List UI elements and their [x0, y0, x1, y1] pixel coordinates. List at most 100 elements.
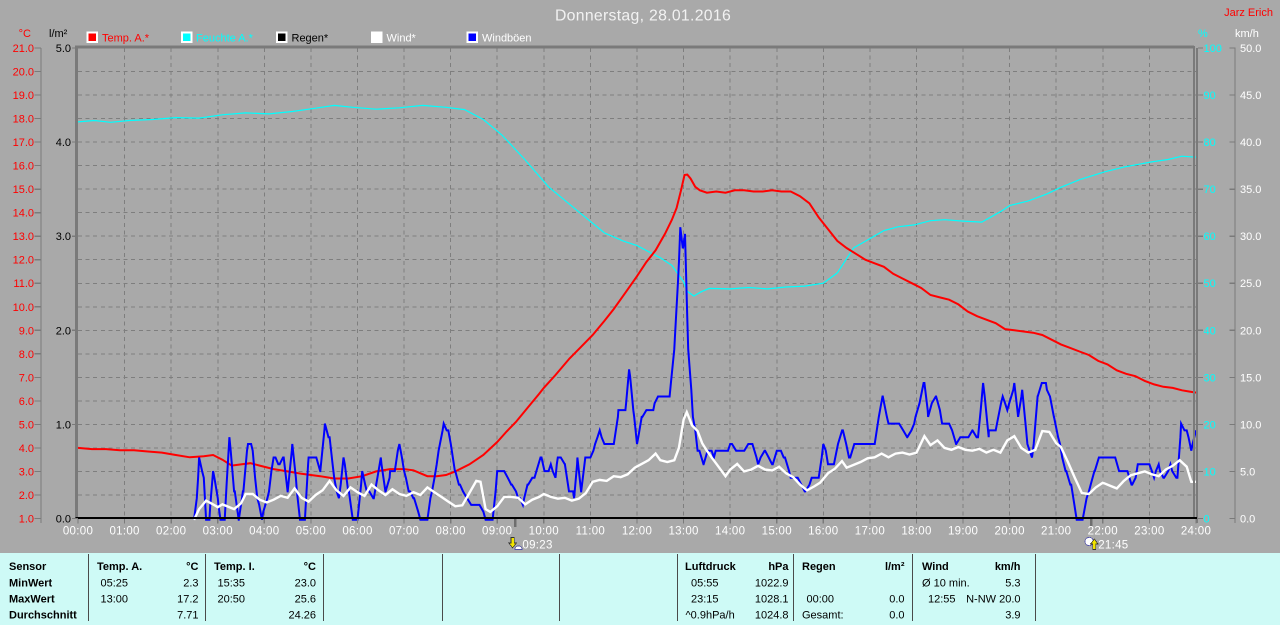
svg-text:10:00: 10:00 [529, 526, 559, 538]
svg-text:60: 60 [1204, 231, 1216, 243]
svg-text:km/h: km/h [995, 561, 1021, 573]
svg-text:80: 80 [1204, 137, 1216, 149]
svg-text:Luftdruck: Luftdruck [685, 561, 737, 573]
svg-text:1.0: 1.0 [19, 514, 34, 526]
svg-text:45.0: 45.0 [1240, 90, 1261, 102]
svg-text:2.0: 2.0 [19, 490, 34, 502]
svg-text:8.0: 8.0 [19, 349, 34, 361]
svg-text:17.2: 17.2 [177, 594, 198, 606]
svg-text:100: 100 [1204, 43, 1222, 55]
svg-text:05:00: 05:00 [296, 526, 326, 538]
svg-text:1022.9: 1022.9 [755, 578, 789, 590]
svg-text:°C: °C [19, 28, 31, 40]
svg-text:20: 20 [1204, 419, 1216, 431]
svg-text:4.0: 4.0 [19, 443, 34, 455]
svg-text:Wind: Wind [922, 561, 949, 573]
svg-text:Temp. A.*: Temp. A.* [102, 33, 150, 45]
svg-text:18.0: 18.0 [13, 114, 34, 126]
svg-text:40.0: 40.0 [1240, 137, 1261, 149]
svg-text:Temp. I.: Temp. I. [214, 561, 255, 573]
svg-text:6.0: 6.0 [19, 396, 34, 408]
svg-text:5.0: 5.0 [19, 419, 34, 431]
svg-text:3.0: 3.0 [19, 466, 34, 478]
svg-text:10.0: 10.0 [1240, 419, 1261, 431]
svg-text:03:00: 03:00 [203, 526, 233, 538]
svg-text:%: % [1198, 28, 1208, 40]
svg-text:2.0: 2.0 [56, 325, 71, 337]
svg-text:30: 30 [1204, 372, 1216, 384]
svg-text:15.0: 15.0 [13, 184, 34, 196]
svg-text:l/m²: l/m² [49, 28, 68, 40]
svg-text:12:00: 12:00 [622, 526, 652, 538]
svg-text:5.3: 5.3 [1005, 578, 1020, 590]
svg-text:16:00: 16:00 [808, 526, 838, 538]
svg-text:21.0: 21.0 [13, 43, 34, 55]
svg-text:7.0: 7.0 [19, 372, 34, 384]
svg-text:Durchschnitt: Durchschnitt [9, 610, 77, 622]
svg-text:Regen*: Regen* [292, 33, 329, 45]
svg-text:09:23: 09:23 [522, 540, 552, 552]
svg-text:20.0: 20.0 [1240, 325, 1261, 337]
svg-text:15:00: 15:00 [762, 526, 792, 538]
svg-text:0.0: 0.0 [889, 594, 904, 606]
svg-text:23:00: 23:00 [1134, 526, 1164, 538]
svg-text:23.0: 23.0 [295, 578, 316, 590]
svg-text:10: 10 [1204, 466, 1216, 478]
svg-text:3.9: 3.9 [1005, 610, 1020, 622]
svg-text:1.0: 1.0 [56, 419, 71, 431]
svg-text:°C: °C [304, 561, 316, 573]
svg-text:0: 0 [1204, 514, 1210, 526]
svg-text:90: 90 [1204, 90, 1216, 102]
svg-text:4.0: 4.0 [56, 137, 71, 149]
svg-text:MinWert: MinWert [9, 578, 53, 590]
svg-text:°C: °C [186, 561, 198, 573]
svg-text:19.0: 19.0 [13, 90, 34, 102]
svg-text:35.0: 35.0 [1240, 184, 1261, 196]
svg-text:00:00: 00:00 [807, 594, 835, 606]
svg-text:0.0: 0.0 [56, 514, 71, 526]
svg-text:Jarz Erich: Jarz Erich [1224, 7, 1273, 19]
svg-text:1028.1: 1028.1 [755, 594, 789, 606]
svg-text:7.71: 7.71 [177, 610, 198, 622]
svg-text:15:35: 15:35 [218, 578, 246, 590]
svg-text:17.0: 17.0 [13, 137, 34, 149]
svg-text:MaxWert: MaxWert [9, 594, 55, 606]
svg-text:Donnerstag, 28.01.2016: Donnerstag, 28.01.2016 [555, 8, 731, 25]
svg-text:40: 40 [1204, 325, 1216, 337]
svg-text:17:00: 17:00 [855, 526, 885, 538]
svg-text:16.0: 16.0 [13, 161, 34, 173]
svg-text:15.0: 15.0 [1240, 372, 1261, 384]
svg-text:0.0: 0.0 [889, 610, 904, 622]
svg-text:23:15: 23:15 [691, 594, 719, 606]
svg-text:01:00: 01:00 [109, 526, 139, 538]
svg-text:20:00: 20:00 [995, 526, 1025, 538]
svg-text:12:55: 12:55 [928, 594, 956, 606]
svg-text:70: 70 [1204, 184, 1216, 196]
svg-text:06:00: 06:00 [342, 526, 372, 538]
svg-text:07:00: 07:00 [389, 526, 419, 538]
svg-text:5.0: 5.0 [1240, 466, 1255, 478]
svg-text:24.26: 24.26 [288, 610, 316, 622]
svg-text:21:00: 21:00 [1041, 526, 1071, 538]
svg-text:13.0: 13.0 [13, 231, 34, 243]
svg-text:Sensor: Sensor [9, 561, 47, 573]
svg-text:Ø 10 min.: Ø 10 min. [922, 578, 970, 590]
svg-text:l/m²: l/m² [885, 561, 905, 573]
svg-text:Windböen: Windböen [482, 33, 532, 45]
svg-text:0.0: 0.0 [1240, 514, 1255, 526]
svg-text:5.0: 5.0 [56, 43, 71, 55]
svg-text:05:25: 05:25 [101, 578, 129, 590]
svg-text:km/h: km/h [1235, 28, 1259, 40]
svg-text:12.0: 12.0 [13, 255, 34, 267]
svg-text:14:00: 14:00 [715, 526, 745, 538]
svg-text:05:55: 05:55 [691, 578, 719, 590]
svg-text:Gesamt:: Gesamt: [802, 610, 844, 622]
svg-text:9.0: 9.0 [19, 325, 34, 337]
svg-text:13:00: 13:00 [101, 594, 129, 606]
svg-text:25.6: 25.6 [295, 594, 316, 606]
svg-text:3.0: 3.0 [56, 231, 71, 243]
svg-text:20:50: 20:50 [218, 594, 246, 606]
svg-text:30.0: 30.0 [1240, 231, 1261, 243]
svg-text:10.0: 10.0 [13, 302, 34, 314]
svg-text:Wind*: Wind* [387, 33, 417, 45]
